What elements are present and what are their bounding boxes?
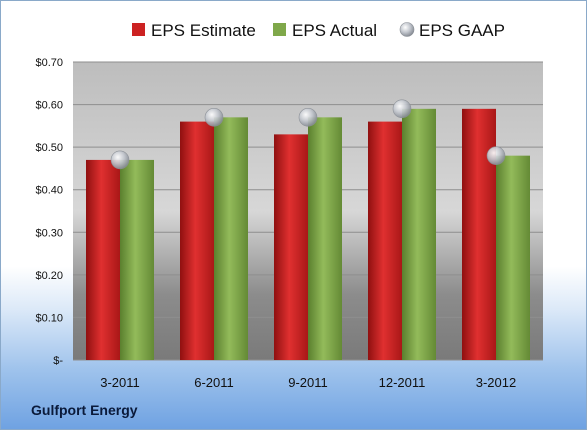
eps-estimate-bar — [462, 108, 496, 360]
eps-estimate-bar — [274, 134, 308, 360]
y-tick-label: $- — [53, 355, 63, 367]
y-axis: $- $0.10 $0.20 $0.30 $0.40 $0.50 $0.60 $0.70 — [35, 57, 63, 367]
y-tick-label: $0.60 — [35, 100, 63, 112]
x-tick-label: 3-2011 — [100, 375, 140, 390]
eps-estimate-bar — [368, 121, 402, 360]
legend-gaap-marker — [399, 22, 415, 37]
eps-actual-bar — [402, 108, 436, 360]
x-tick-label: 3-2012 — [476, 375, 516, 390]
gaap-markers — [110, 99, 506, 170]
eps-gaap-marker — [486, 146, 506, 165]
x-axis: 3-2011 6-2011 9-2011 12-2011 3-2012 — [100, 375, 516, 390]
x-tick-label: 12-2011 — [379, 375, 426, 390]
y-tick-label: $0.40 — [35, 185, 63, 197]
y-tick-label: $0.70 — [35, 57, 63, 69]
eps-actual-bar — [120, 159, 154, 360]
y-tick-label: $0.20 — [35, 270, 63, 282]
y-tick-label: $0.30 — [35, 227, 63, 239]
legend: EPS Estimate EPS Actual EPS GAAP — [132, 21, 505, 40]
eps-gaap-marker — [204, 108, 224, 127]
eps-estimate-bar — [180, 121, 214, 360]
eps-gaap-marker — [110, 150, 130, 170]
x-tick-label: 9-2011 — [288, 375, 328, 390]
eps-actual-bar — [308, 117, 342, 360]
y-tick-label: $0.10 — [35, 312, 63, 324]
legend-label: EPS GAAP — [419, 21, 505, 40]
company-name: Gulfport Energy — [31, 402, 138, 418]
x-tick-label: 6-2011 — [194, 375, 234, 390]
eps-gaap-marker — [298, 108, 318, 127]
eps-actual-bar — [496, 155, 530, 360]
eps-actual-bar — [214, 117, 248, 360]
legend-label: EPS Actual — [292, 21, 377, 40]
bars — [86, 108, 530, 360]
eps-estimate-bar — [86, 159, 120, 360]
legend-estimate-swatch — [132, 23, 145, 36]
eps-gaap-marker — [392, 99, 412, 119]
legend-actual-swatch — [273, 23, 286, 36]
y-tick-label: $0.50 — [35, 142, 63, 154]
legend-label: EPS Estimate — [151, 21, 256, 40]
